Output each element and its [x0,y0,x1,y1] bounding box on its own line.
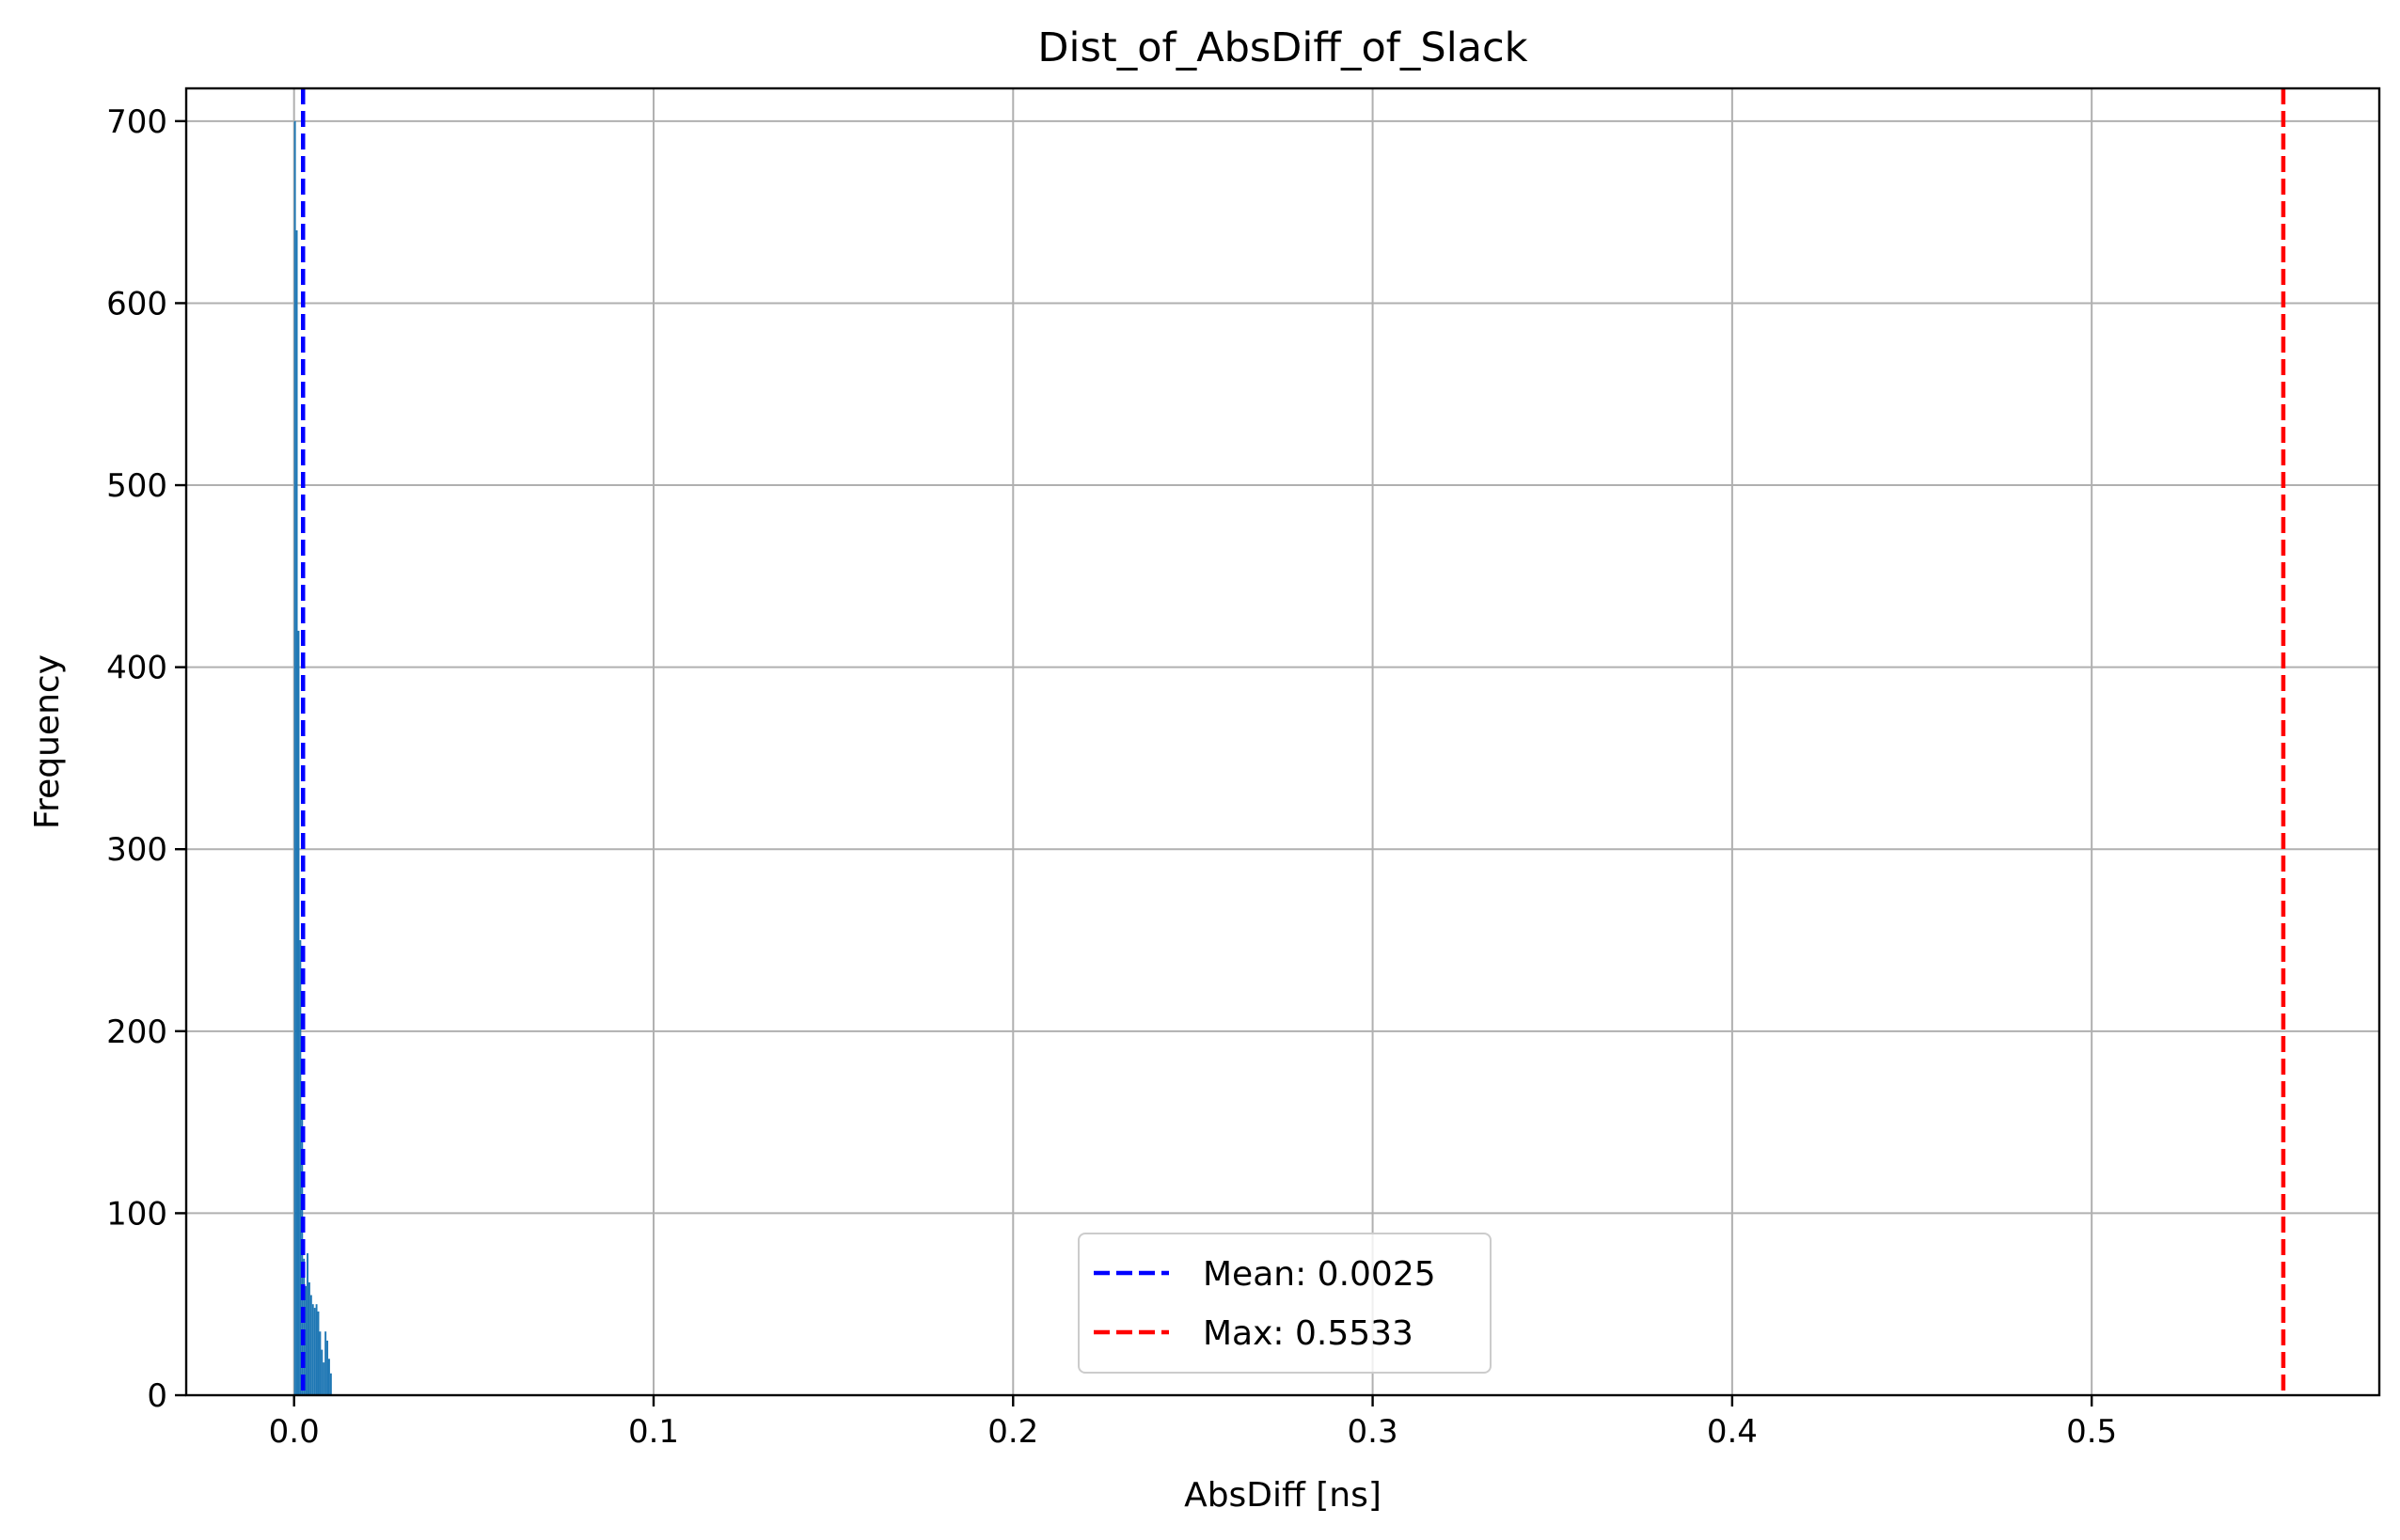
histogram-bar [329,1373,332,1395]
y-tick-label: 300 [106,831,167,869]
y-tick-label: 200 [106,1014,167,1051]
x-tick-label: 0.2 [987,1413,1038,1451]
histogram-bar [299,940,302,1395]
x-tick-label: 0.0 [269,1413,320,1451]
x-tick-label: 0.1 [628,1413,679,1451]
histogram-bar [328,1359,330,1395]
x-axis-ticks: 0.0 0.1 0.2 0.3 0.4 0.5 [269,1395,2117,1451]
histogram-bar [297,630,300,1395]
legend: Mean: 0.0025 Max: 0.5533 [1078,1233,1492,1374]
histogram-bar [303,1258,306,1395]
y-tick-label: 400 [106,650,167,687]
x-tick-label: 0.4 [1707,1413,1758,1451]
y-axis-label: Frequency [28,654,67,829]
histogram-bar [313,1308,316,1395]
y-tick-label: 100 [106,1195,167,1233]
y-tick-label: 700 [106,103,167,141]
histogram-bar [307,1252,308,1395]
histogram-bar [326,1340,329,1395]
histogram-bar [323,1362,325,1395]
y-tick-label: 600 [106,285,167,322]
histogram-bar [295,230,298,1395]
y-axis-ticks: 0 100 200 300 400 500 600 700 [106,103,186,1415]
histogram-bars [293,120,332,1395]
histogram-bar [324,1331,327,1395]
x-tick-label: 0.3 [1348,1413,1398,1451]
histogram-bar [305,1285,308,1395]
reference-lines [300,88,2286,1395]
histogram-bar [317,1311,320,1395]
chart-title: Dist_of_AbsDiff_of_Slack [1037,24,1527,71]
histogram-bar [311,1304,314,1395]
y-tick-label: 0 [147,1377,167,1415]
x-tick-label: 0.5 [2066,1413,2117,1451]
plot-frame [184,86,2381,1397]
x-axis-label: AbsDiff [ns] [1184,1476,1382,1515]
histogram-bar [319,1331,322,1395]
y-tick-label: 500 [106,467,167,505]
histogram-bar [315,1304,318,1395]
histogram-bar [308,1281,310,1395]
histogram-bar [309,1295,312,1395]
legend-box [1078,1233,1492,1374]
histogram-bar [293,120,296,1395]
histogram-bar [321,1349,324,1395]
legend-label: Max: 0.5533 [1203,1314,1413,1353]
legend-label: Mean: 0.0025 [1203,1255,1436,1294]
